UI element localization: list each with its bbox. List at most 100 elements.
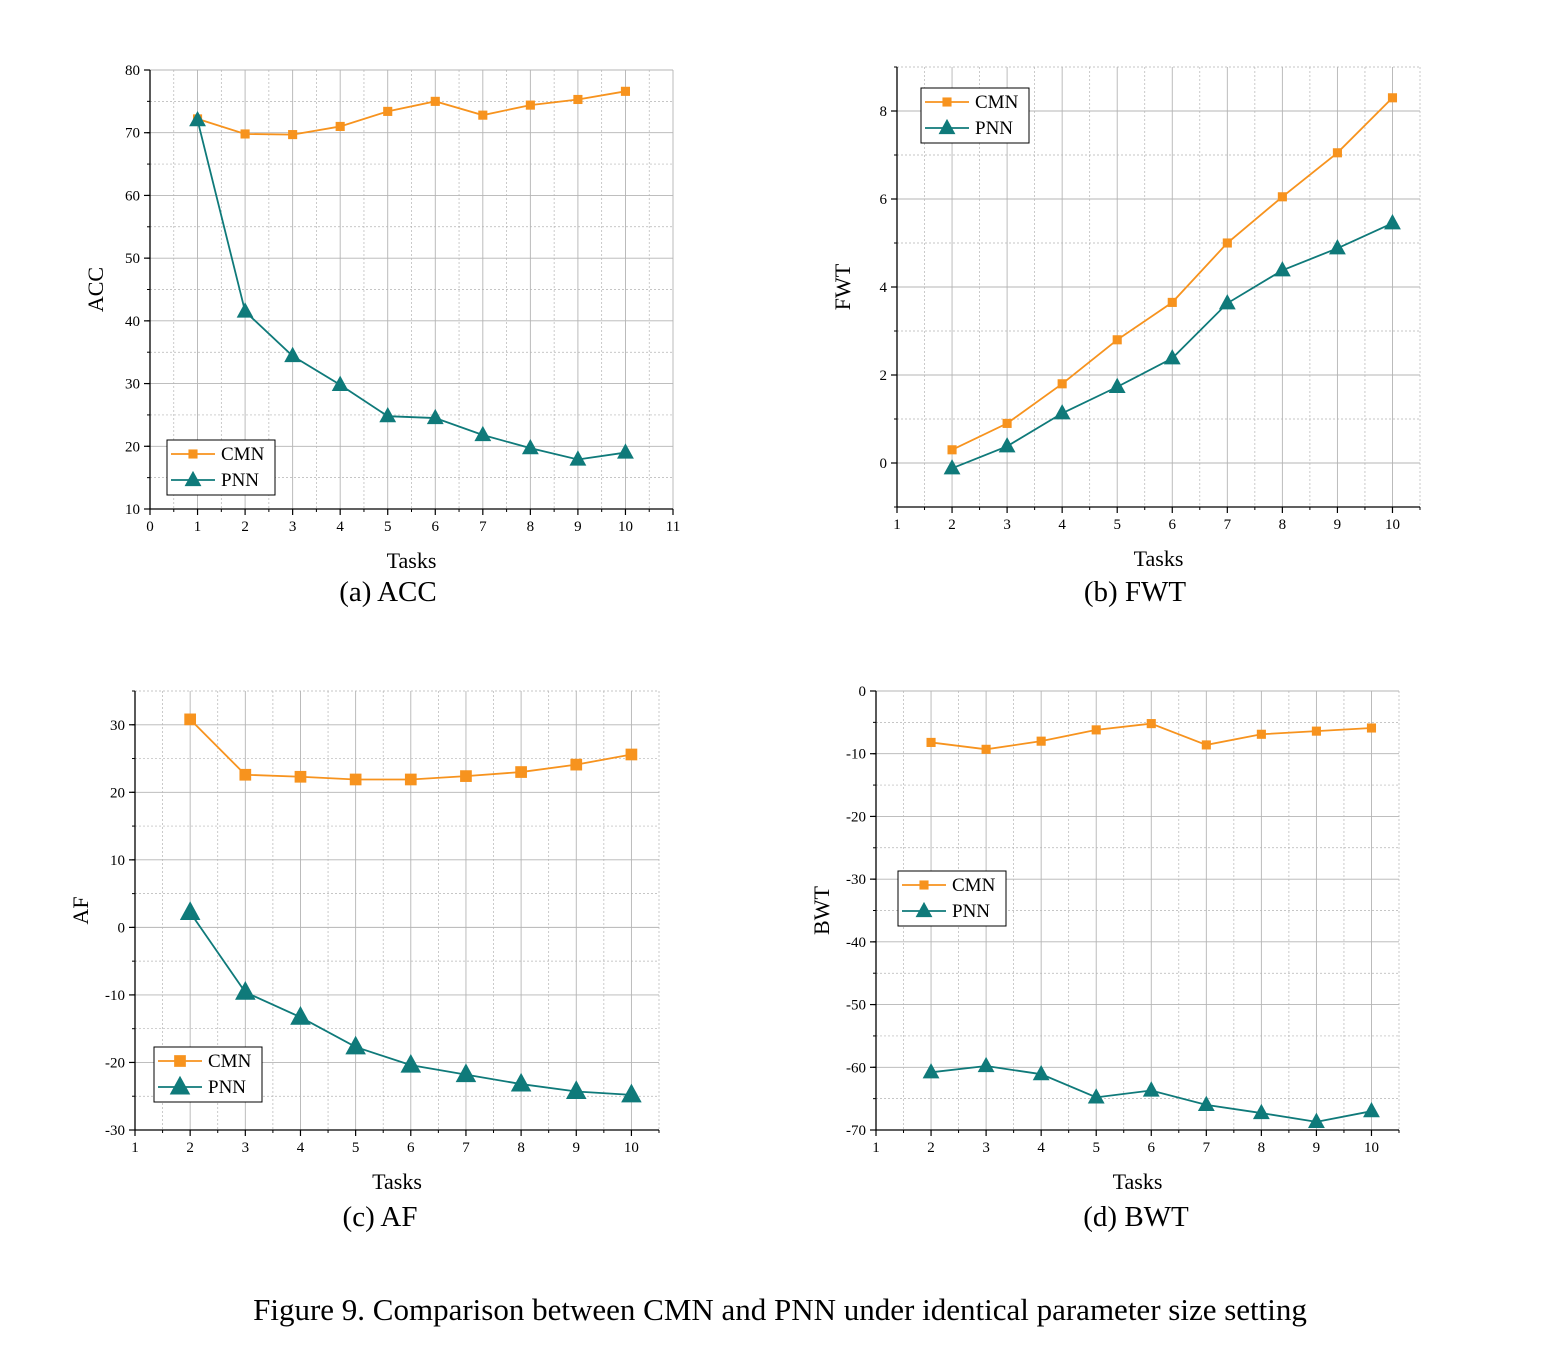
x-tick-label: 7 [1203,1140,1211,1156]
y-tick-label: -20 [105,1055,125,1071]
data-point-cmn [184,713,197,726]
y-tick-label: 0 [859,684,867,700]
x-tick-label: 2 [241,519,249,535]
data-point-cmn [1002,418,1012,428]
series-pnn [179,901,642,1103]
data-point-pnn [621,1083,642,1103]
legend-label: CMN [221,444,265,465]
x-tick-label: 1 [893,517,901,533]
y-tick-label: 2 [880,368,888,384]
x-tick-label: 3 [1003,517,1011,533]
data-point-cmn [1222,238,1232,248]
x-tick-label: 3 [289,519,297,535]
x-tick-label: 6 [432,519,440,535]
data-point-cmn [625,748,638,761]
data-point-pnn [1142,1081,1160,1097]
data-point-cmn [240,129,250,139]
y-tick-label: -30 [846,872,866,888]
data-point-cmn [1036,736,1046,746]
x-tick-label: 7 [462,1140,470,1156]
y-tick-label: -30 [105,1123,125,1139]
data-point-cmn [1057,379,1067,389]
data-point-pnn [1087,1088,1105,1104]
x-tick-label: 4 [1037,1140,1045,1156]
x-tick-label: 8 [517,1140,525,1156]
x-tick-label: 1 [131,1140,139,1156]
series-pnn [943,214,1401,475]
y-tick-label: 10 [110,853,125,869]
data-point-pnn [179,901,201,921]
data-point-cmn [460,770,472,782]
data-point-pnn [1163,349,1181,365]
x-tick-label: 3 [982,1140,990,1156]
legend: CMN PNN [920,87,1030,144]
legend: CMN PNN [153,1046,263,1103]
legend-label: PNN [221,470,259,491]
data-point-pnn [236,302,254,318]
data-point-cmn [1112,335,1122,345]
data-point-pnn [977,1056,995,1073]
y-axis-label: BWT [809,886,834,935]
x-tick-label: 9 [1334,517,1342,533]
y-tick-label: -10 [846,747,866,763]
data-point-cmn [515,766,527,778]
x-tick-label: 10 [1385,517,1400,533]
x-tick-label: 6 [1148,1140,1156,1156]
data-point-cmn [1256,729,1266,739]
grid-lines [875,690,1400,1131]
x-tick-label: 5 [352,1140,360,1156]
legend-swatch-marker [184,470,202,487]
data-point-pnn [400,1053,422,1073]
data-point-pnn [569,450,587,466]
x-tick-label: 9 [574,519,582,535]
data-point-pnn [455,1063,477,1083]
axes: -30 -20 -10 0 10 20 30 1 2 3 4 5 6 7 8 9 10 Tasks AF [68,690,660,1194]
y-tick-label: 8 [880,104,888,120]
data-point-pnn [510,1072,532,1092]
y-tick-label: 0 [118,920,126,936]
x-tick-label: 0 [146,519,154,535]
x-tick-label: 10 [624,1140,639,1156]
data-point-pnn [1108,377,1126,393]
data-point-cmn [1201,740,1211,750]
chart-caption-acc: (a) ACC [339,576,437,608]
data-point-cmn [947,445,957,455]
axes: 0 2 4 6 8 1 2 3 4 5 6 7 8 9 10 Tasks FWT [830,66,1421,571]
y-tick-label: 30 [125,377,140,393]
x-tick-label: 11 [666,519,680,535]
data-point-cmn [1091,725,1101,735]
y-tick-label: 80 [125,63,140,79]
legend-label: CMN [208,1051,252,1072]
data-point-cmn [525,100,535,110]
legend-label: PNN [208,1077,246,1098]
y-tick-label: -20 [846,809,866,825]
legend-label: PNN [975,118,1013,139]
x-tick-label: 4 [336,519,344,535]
y-tick-label: 20 [110,785,125,801]
y-tick-label: -50 [846,998,866,1014]
series-cmn [926,719,1377,754]
x-tick-label: 4 [297,1140,305,1156]
data-point-cmn [430,96,440,106]
data-point-pnn [565,1080,587,1099]
x-tick-label: 1 [872,1140,880,1156]
data-point-cmn [1332,148,1342,158]
data-point-cmn [981,744,991,754]
series-cmn [947,93,1398,455]
series-pnn [189,110,634,466]
axes: -70 -60 -50 -40 -30 -20 -10 0 1 2 3 4 5 6 7 8 9 10 Tasks BW… [809,684,1400,1194]
data-point-pnn [1273,261,1291,277]
data-point-pnn [290,1005,311,1025]
legend-swatch-marker [169,1075,191,1095]
data-point-pnn [998,437,1016,453]
y-tick-label: 20 [125,439,140,455]
data-point-cmn [1277,192,1287,202]
series-line-cmn [197,90,626,136]
data-point-cmn [294,770,307,783]
y-tick-label: 50 [125,251,140,267]
legend-swatch-marker [188,449,198,459]
y-tick-label: -60 [846,1060,866,1076]
data-point-pnn [1197,1095,1215,1112]
x-tick-label: 7 [1224,517,1232,533]
